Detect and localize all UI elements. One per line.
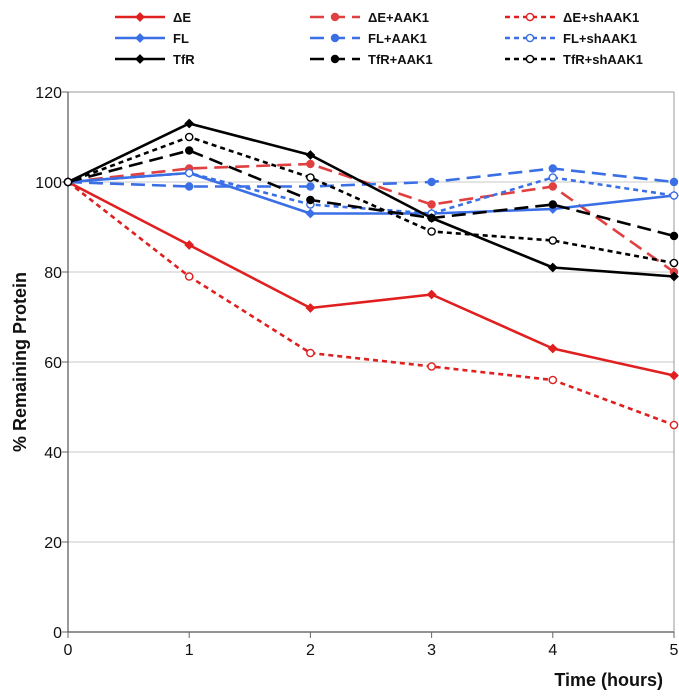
legend-item: ΔE+shAAK1 (505, 10, 639, 25)
series-line (67, 167, 675, 188)
series-e-shaak1 (63, 177, 679, 430)
data-point (548, 236, 558, 245)
y-tick-label: 40 (44, 445, 62, 462)
legend-marker (330, 33, 340, 43)
data-point (427, 200, 436, 209)
series-tfr-aak1 (63, 146, 679, 241)
y-tick-label: 120 (35, 85, 62, 102)
y-tick-label: 60 (44, 355, 62, 372)
data-point (669, 271, 679, 282)
series-tfr (63, 118, 679, 282)
series-e-aak1 (63, 159, 679, 277)
data-point (547, 262, 558, 273)
data-point (669, 370, 679, 381)
data-point (306, 173, 315, 182)
legend-label: ΔE+shAAK1 (563, 10, 639, 25)
data-point (306, 182, 315, 191)
legend-item: FL (115, 31, 189, 46)
x-tick-label: 4 (548, 642, 557, 659)
data-point (184, 240, 195, 250)
series-line (67, 135, 675, 265)
series-e (63, 177, 679, 381)
legend-marker (330, 12, 340, 22)
x-tick-label: 5 (670, 642, 679, 659)
series-line (67, 122, 675, 278)
data-point (669, 258, 679, 268)
data-point (426, 289, 437, 300)
data-point (184, 272, 194, 281)
data-point (669, 420, 679, 430)
legend-label: TfR (173, 52, 195, 67)
data-point (547, 343, 558, 354)
legend-item: TfR+shAAK1 (505, 52, 643, 67)
legend-label: ΔE (173, 10, 191, 25)
data-point (427, 227, 436, 236)
legend-item: FL+shAAK1 (505, 31, 637, 46)
series-lines (63, 118, 679, 430)
data-point (427, 362, 436, 371)
y-tick-label: 20 (44, 535, 62, 552)
legend-marker (525, 33, 535, 43)
data-point (306, 159, 315, 169)
legend-marker (135, 12, 145, 22)
data-point (548, 164, 557, 173)
legend-label: TfR+shAAK1 (563, 52, 643, 67)
y-tick-label: 80 (44, 265, 62, 282)
legend-item: TfR+AAK1 (310, 52, 433, 67)
data-point (305, 303, 316, 313)
legend-marker (525, 12, 535, 22)
legend-marker (135, 54, 145, 64)
x-tick-label: 0 (64, 642, 73, 659)
data-point (548, 200, 557, 209)
legend-marker (525, 54, 535, 64)
series-line (67, 180, 675, 377)
legend-item: ΔE+AAK1 (310, 10, 429, 25)
data-point (548, 173, 558, 182)
series-line (67, 180, 675, 427)
series-line (67, 149, 675, 238)
data-point (548, 375, 558, 385)
data-point (669, 231, 679, 241)
y-tick-label: 100 (35, 175, 62, 192)
data-point (185, 182, 194, 191)
legend-item: ΔE (115, 10, 191, 25)
legend-label: TfR+AAK1 (368, 52, 433, 67)
series-tfr-shaak1 (63, 132, 679, 268)
legend-item: FL+AAK1 (310, 31, 427, 46)
data-point (63, 177, 73, 187)
data-point (184, 168, 194, 178)
x-tick-label: 2 (306, 642, 315, 659)
y-tick-label: 0 (53, 625, 62, 642)
x-axis-title: Time (hours) (554, 670, 663, 690)
legend-marker (135, 33, 145, 43)
data-point (306, 195, 315, 205)
legend-label: FL+AAK1 (368, 31, 427, 46)
x-tick-label: 3 (427, 642, 436, 659)
legend-label: FL+shAAK1 (563, 31, 637, 46)
data-point (306, 348, 315, 358)
data-point (669, 177, 679, 187)
y-axis-title: % Remaining Protein (10, 272, 30, 452)
legend-item: TfR (115, 52, 195, 67)
data-point (305, 150, 316, 160)
data-point (184, 132, 194, 142)
data-point (548, 182, 557, 191)
x-tick-label: 1 (185, 642, 194, 659)
data-point (184, 118, 195, 129)
data-point (669, 191, 679, 200)
data-point (305, 208, 316, 219)
legend: ΔE ΔE+AAK1 ΔE+shAAK1 FL FL+AAK1 FL+shAAK1 TfR T… (115, 10, 643, 67)
data-point (427, 177, 436, 187)
legend-label: FL (173, 31, 189, 46)
legend-label: ΔE+AAK1 (368, 10, 429, 25)
legend-marker (330, 54, 340, 64)
series-line (67, 162, 675, 274)
data-point (185, 146, 194, 155)
data-point (427, 213, 436, 223)
